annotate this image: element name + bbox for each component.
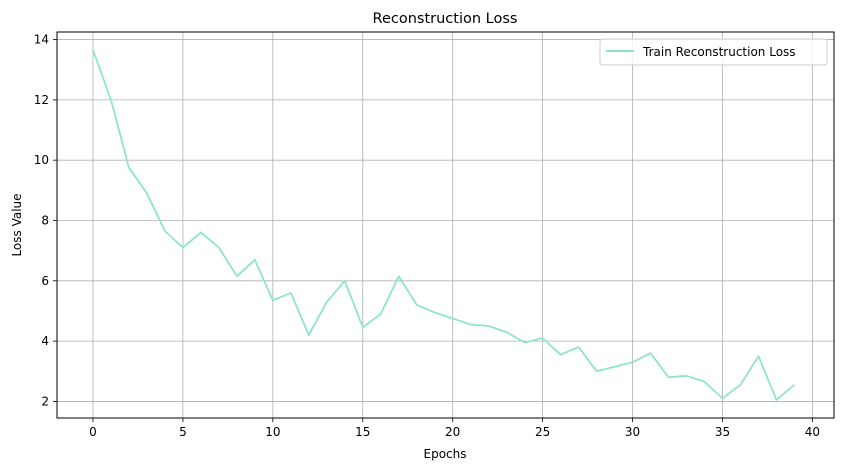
x-axis: 0 5 10 15 20 25 30 35 40 xyxy=(89,418,820,439)
x-tick-label: 5 xyxy=(179,425,187,439)
plot-frame xyxy=(56,31,835,419)
series-layer xyxy=(92,49,795,401)
chart-title: Reconstruction Loss xyxy=(373,11,518,27)
series-line xyxy=(92,49,795,401)
y-tick-label: 14 xyxy=(34,33,49,47)
y-tick-label: 2 xyxy=(41,394,49,408)
y-tick-label: 10 xyxy=(34,153,49,167)
y-axis-label: Loss Value xyxy=(10,193,24,256)
x-tick-label: 25 xyxy=(535,425,550,439)
y-tick-label: 8 xyxy=(41,213,49,227)
x-tick-label: 0 xyxy=(89,425,97,439)
legend: Train Reconstruction Loss xyxy=(599,38,828,66)
legend-label: Train Reconstruction Loss xyxy=(642,45,796,59)
x-axis-label: Epochs xyxy=(424,447,467,461)
grid xyxy=(57,32,834,418)
legend-box xyxy=(599,38,828,66)
x-tick-label: 20 xyxy=(445,425,460,439)
y-tick-label: 12 xyxy=(34,93,49,107)
x-tick-label: 30 xyxy=(625,425,640,439)
x-tick-label: 15 xyxy=(355,425,370,439)
y-tick-label: 4 xyxy=(41,334,49,348)
y-axis: 2 4 6 8 10 12 14 xyxy=(34,33,57,408)
x-tick-label: 10 xyxy=(265,425,280,439)
x-tick-label: 40 xyxy=(805,425,820,439)
x-tick-label: 35 xyxy=(715,425,730,439)
y-tick-label: 6 xyxy=(41,274,49,288)
